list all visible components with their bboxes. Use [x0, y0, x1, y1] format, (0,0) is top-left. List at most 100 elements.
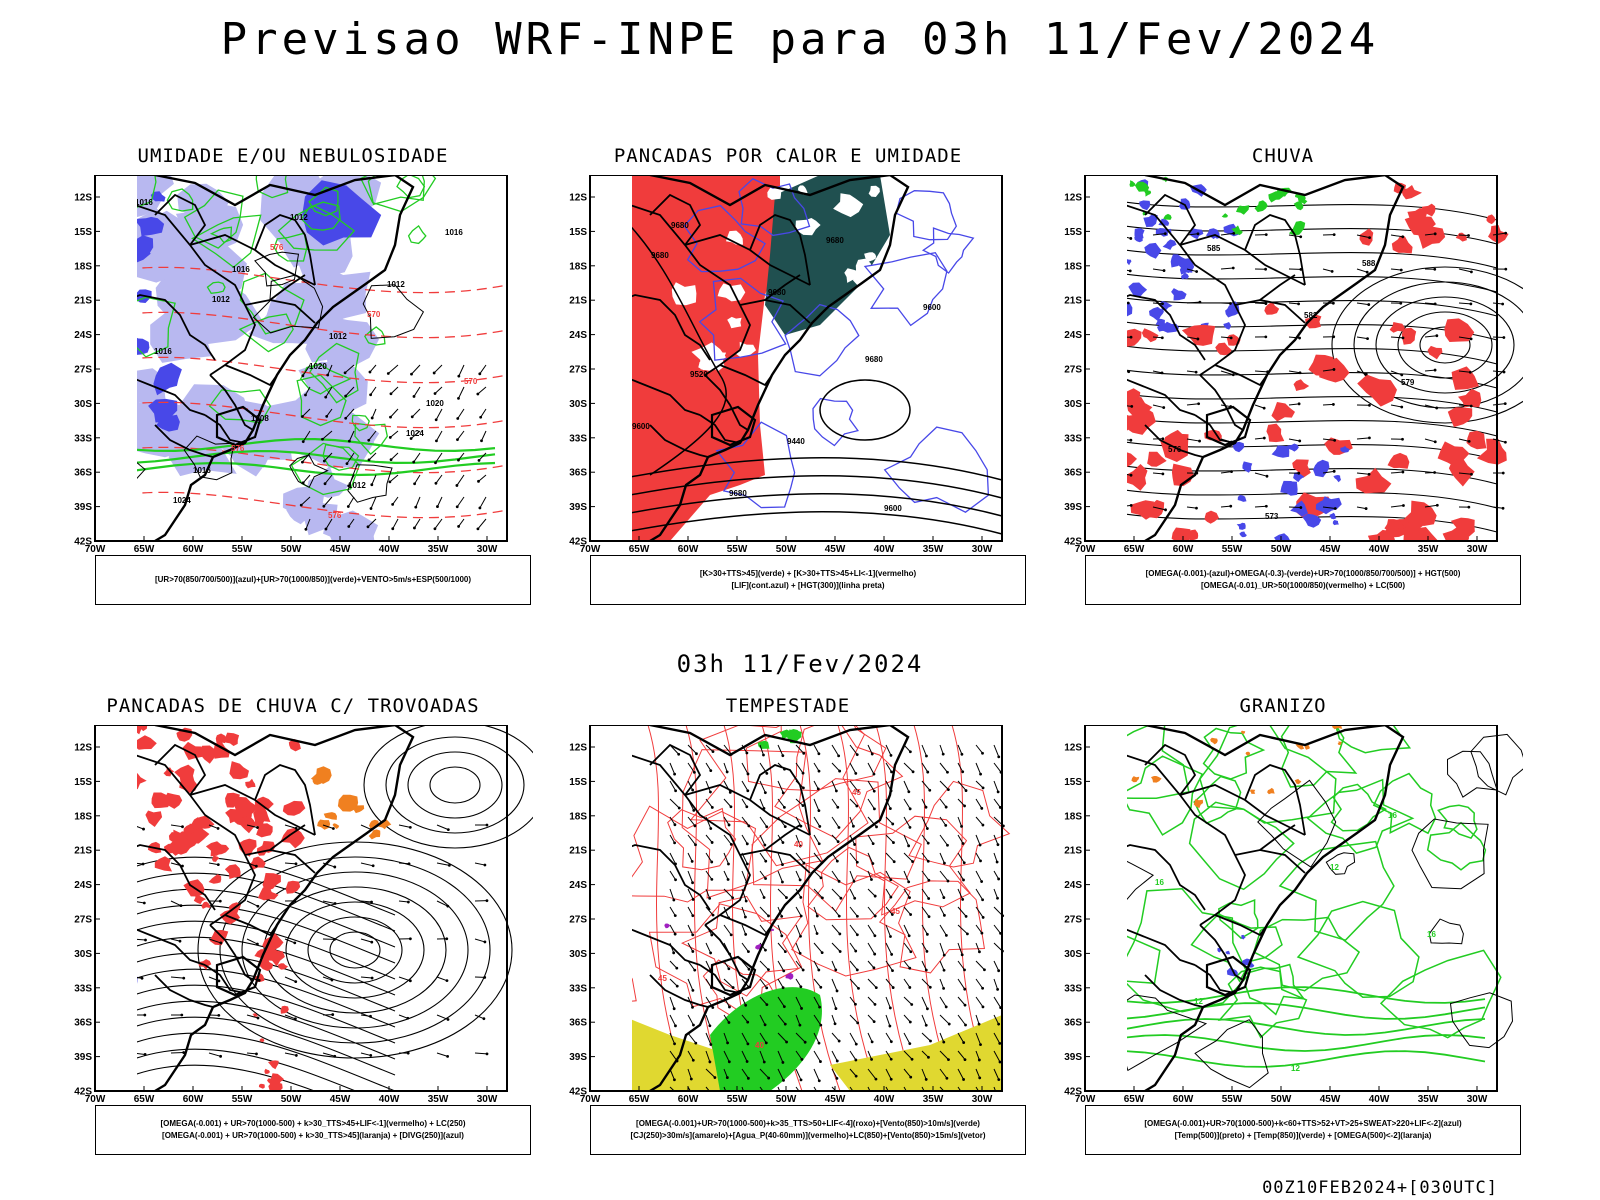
lat-tick-label: 24S — [1064, 330, 1082, 341]
contour-label: 16 — [1155, 878, 1164, 887]
lat-tick-label: 27S — [74, 365, 92, 376]
map-plot: 12 16 12 12 16 16 12S 15S 18S 21S 24S 27S 30S 33S 36S 3… — [1064, 725, 1523, 1105]
lat-tick-label: 15S — [1064, 777, 1082, 788]
panel-title: TEMPESTADE — [725, 695, 851, 717]
map-frame — [589, 725, 1003, 1092]
lon-tick-label: 40W — [1369, 544, 1390, 555]
lon-tick-label: 50W — [776, 544, 797, 555]
map-plot: 585 582 579 576 573 588 12S 15S 18S 21S 24S 27S 30S 3… — [1064, 175, 1523, 555]
lon-tick-label: 70W — [85, 544, 106, 555]
lat-tick-label: 24S — [1064, 880, 1082, 891]
map-frame — [94, 725, 508, 1092]
legend-box: [OMEGA(-0.001)-(azul)+OMEGA(-0.3)-(verde… — [1085, 555, 1521, 605]
lon-tick-label: 70W — [85, 1094, 106, 1105]
lat-tick-label: 39S — [74, 502, 92, 513]
lon-tick-label: 70W — [580, 544, 601, 555]
lat-tick-label: 42S — [74, 1087, 92, 1098]
contour-label: 576 — [328, 511, 342, 520]
contour-label: 585 — [1207, 244, 1221, 253]
contour-label: 45 — [658, 974, 667, 983]
contour-label: 1016 — [445, 228, 463, 237]
legend-line: [OMEGA(-0.001) + UR>70(1000-500) + k>30_… — [162, 1131, 464, 1140]
contour-label: 9680 — [768, 288, 786, 297]
lat-tick-label: 42S — [74, 537, 92, 548]
lon-tick-label: 65W — [629, 1094, 650, 1105]
lon-tick-label: 55W — [1222, 544, 1243, 555]
contour-label: 579 — [1401, 378, 1415, 387]
lon-tick-label: 40W — [874, 1094, 895, 1105]
lat-tick-label: 30S — [74, 399, 92, 410]
lat-tick-label: 33S — [1064, 433, 1082, 444]
contour-label: 573 — [1265, 512, 1279, 521]
lat-tick-label: 21S — [1064, 846, 1082, 857]
lat-tick-label: 42S — [569, 537, 587, 548]
coastline-borders — [632, 175, 910, 541]
panel-pancadas-trovoadas: PANCADAS DE CHUVA C/ TROVOADAS 12S 15S 18S 2… — [53, 695, 533, 1185]
panel-title: GRANIZO — [1239, 695, 1327, 717]
lat-tick-label: 12S — [1064, 193, 1082, 204]
lat-tick-label: 21S — [1064, 296, 1082, 307]
contour-label: 576 — [270, 243, 284, 252]
panel-title: UMIDADE E/OU NEBULOSIDADE — [137, 145, 449, 167]
panel-tempestade: TEMPESTADE 40 45 45 40 45 12S 15S 18S 21S 24S 27S 30… — [548, 695, 1028, 1185]
lon-tick-label: 35W — [428, 544, 449, 555]
contour-label: 9680 — [865, 355, 883, 364]
legend-box: [OMEGA(-0.001) + UR>70(1000-500) + k>30_… — [95, 1105, 531, 1155]
coastline-borders — [137, 175, 415, 541]
lat-tick-label: 33S — [74, 983, 92, 994]
panel-title: PANCADAS POR CALOR E UMIDADE — [613, 145, 963, 167]
lon-tick-label: 60W — [183, 1094, 204, 1105]
lon-tick-label: 55W — [727, 544, 748, 555]
map-plot: 9680 9680 9680 9600 9680 9680 9600 9520 9440 9600… — [569, 175, 1003, 555]
contour-label: 16 — [1388, 811, 1397, 820]
panel-title: PANCADAS DE CHUVA C/ TROVOADAS — [106, 695, 480, 717]
lat-tick-label: 33S — [1064, 983, 1082, 994]
lon-tick-label: 45W — [1320, 544, 1341, 555]
lon-tick-label: 30W — [1467, 544, 1488, 555]
contour-label: 1016 — [135, 198, 153, 207]
contour-label: 1012 — [348, 481, 366, 490]
contour-label: 588 — [1362, 259, 1376, 268]
lat-tick-label: 18S — [569, 811, 587, 822]
lat-tick-label: 12S — [74, 743, 92, 754]
lat-tick-label: 12S — [1064, 743, 1082, 754]
contour-label: 40 — [794, 840, 803, 849]
lon-tick-label: 65W — [134, 544, 155, 555]
contour-label: 9440 — [787, 437, 805, 446]
lat-tick-label: 33S — [569, 983, 587, 994]
lon-tick-label: 35W — [428, 1094, 449, 1105]
map-fields: 40 45 45 40 45 — [632, 725, 1011, 1091]
lat-tick-label: 30S — [569, 949, 587, 960]
lon-tick-label: 40W — [379, 1094, 400, 1105]
lon-tick-label: 60W — [1173, 544, 1194, 555]
map-fields: 1016 1016 1012 1020 1016 1012 1012 1016 1008 1012… — [135, 175, 508, 541]
lat-tick-label: 27S — [74, 915, 92, 926]
lat-tick-label: 39S — [1064, 1052, 1082, 1063]
lon-tick-label: 35W — [1418, 1094, 1439, 1105]
lat-tick-label: 27S — [1064, 915, 1082, 926]
lon-tick-label: 45W — [825, 1094, 846, 1105]
lon-tick-label: 65W — [629, 544, 650, 555]
legend-line: [OMEGA(-0.001)+UR>70(1000-500)+k<60+TTS>… — [1144, 1119, 1462, 1128]
lat-tick-label: 27S — [569, 365, 587, 376]
lon-tick-label: 60W — [678, 544, 699, 555]
map-fields: 585 582 579 576 573 588 — [1127, 175, 1523, 541]
lon-tick-label: 35W — [1418, 544, 1439, 555]
map-fields — [137, 725, 533, 1091]
map-fields: 12 16 12 12 16 16 — [1127, 725, 1523, 1091]
contour-label: 1012 — [290, 213, 308, 222]
lat-tick-label: 15S — [74, 777, 92, 788]
lat-tick-label: 24S — [74, 880, 92, 891]
lon-tick-label: 50W — [281, 1094, 302, 1105]
lon-tick-label: 65W — [134, 1094, 155, 1105]
lat-tick-label: 15S — [74, 227, 92, 238]
lat-tick-label: 21S — [569, 296, 587, 307]
contour-label: 12 — [1291, 1064, 1300, 1073]
lat-tick-label: 24S — [569, 330, 587, 341]
contour-label: 9600 — [923, 303, 941, 312]
lat-tick-label: 21S — [74, 296, 92, 307]
lat-tick-label: 18S — [569, 261, 587, 272]
lon-tick-label: 40W — [1369, 1094, 1390, 1105]
lat-tick-label: 39S — [1064, 502, 1082, 513]
lon-tick-label: 45W — [825, 544, 846, 555]
